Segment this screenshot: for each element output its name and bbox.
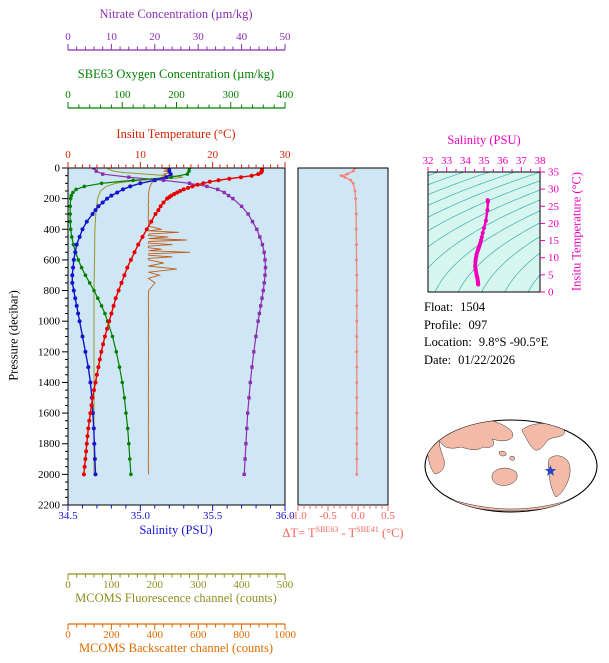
svg-text:10: 10 <box>135 149 147 161</box>
svg-text:10: 10 <box>548 252 560 264</box>
svg-text:800: 800 <box>233 629 250 641</box>
ts-curve <box>473 198 490 287</box>
svg-text:2000: 2000 <box>38 469 61 481</box>
svg-text:1600: 1600 <box>38 408 61 420</box>
isopycnal-contours <box>428 172 540 292</box>
map-landmass <box>498 450 507 457</box>
delta-t-series <box>339 168 359 476</box>
svg-text:600: 600 <box>44 254 61 266</box>
svg-text:5: 5 <box>548 269 554 281</box>
svg-text:0: 0 <box>65 579 71 591</box>
svg-text:0: 0 <box>65 31 71 43</box>
float-info-row: Date: 01/22/2026 <box>424 353 548 368</box>
svg-text:600: 600 <box>190 629 207 641</box>
location-value: 9.8°S -90.5°E <box>478 335 549 349</box>
float-info-row: Location: 9.8°S -90.5°E <box>424 335 548 350</box>
svg-text:300: 300 <box>223 89 240 101</box>
location-label: Location: <box>424 335 472 349</box>
backscatter-curve <box>147 168 191 475</box>
svg-text:36: 36 <box>497 155 509 167</box>
svg-text:200: 200 <box>168 89 185 101</box>
svg-text:35.0: 35.0 <box>131 510 151 522</box>
svg-text:38: 38 <box>535 155 547 167</box>
svg-text:800: 800 <box>44 285 61 297</box>
svg-text:20: 20 <box>548 218 560 230</box>
delta-t-plot-area <box>298 168 388 505</box>
svg-text:400: 400 <box>44 224 61 236</box>
float-info-row: Float: 1504 <box>424 300 548 315</box>
float-location-star <box>544 465 557 476</box>
svg-text:30: 30 <box>280 149 292 161</box>
profile-label: Profile: <box>424 317 462 332</box>
float-info: Float: 1504 Profile: 097 Location: 9.8°S -9… <box>424 300 548 370</box>
svg-text:33: 33 <box>441 155 453 167</box>
svg-text:0.5: 0.5 <box>381 510 395 522</box>
svg-text:0: 0 <box>548 287 554 299</box>
svg-text:25: 25 <box>548 201 560 213</box>
svg-text:1000: 1000 <box>38 316 61 328</box>
svg-text:100: 100 <box>103 579 120 591</box>
svg-text:37: 37 <box>516 155 528 167</box>
date-label: Date: <box>424 352 452 367</box>
svg-text:400: 400 <box>277 89 294 101</box>
profile-plot-area <box>68 168 285 505</box>
svg-text:10: 10 <box>106 31 118 43</box>
svg-text:300: 300 <box>190 579 207 591</box>
svg-text:0: 0 <box>65 629 71 641</box>
svg-text:32: 32 <box>423 155 434 167</box>
svg-text:20: 20 <box>149 31 161 43</box>
svg-text:15: 15 <box>548 235 560 247</box>
fluorescence-curve <box>93 168 184 475</box>
svg-text:400: 400 <box>233 579 250 591</box>
profile-series <box>68 168 268 477</box>
svg-text:35: 35 <box>548 167 560 179</box>
map-landmass <box>491 467 518 486</box>
map-landmass <box>560 420 573 429</box>
date-value: 01/22/2026 <box>458 352 516 367</box>
svg-text:30: 30 <box>193 31 205 43</box>
svg-text:35: 35 <box>479 155 491 167</box>
svg-text:1000: 1000 <box>274 629 297 641</box>
svg-text:1200: 1200 <box>38 346 61 358</box>
svg-text:2200: 2200 <box>38 500 61 512</box>
svg-text:0: 0 <box>55 163 61 175</box>
profile-value: 097 <box>468 317 488 332</box>
svg-text:-1.0: -1.0 <box>289 510 307 522</box>
svg-text:34: 34 <box>460 155 472 167</box>
svg-text:200: 200 <box>147 579 164 591</box>
float-info-row: Profile: 097 <box>424 318 548 333</box>
svg-text:200: 200 <box>44 193 61 205</box>
float-label: Float: <box>424 300 454 314</box>
svg-text:500: 500 <box>277 579 294 591</box>
svg-text:36.0: 36.0 <box>275 510 295 522</box>
float-value: 1504 <box>460 300 486 314</box>
svg-text:35.5: 35.5 <box>203 510 223 522</box>
map-landmass <box>509 455 515 461</box>
svg-text:1400: 1400 <box>38 377 61 389</box>
svg-text:0: 0 <box>65 89 71 101</box>
svg-text:20: 20 <box>207 149 219 161</box>
svg-text:0: 0 <box>65 149 71 161</box>
svg-text:30: 30 <box>548 184 560 196</box>
svg-text:-0.5: -0.5 <box>319 510 337 522</box>
svg-text:400: 400 <box>147 629 164 641</box>
world-map <box>424 419 598 513</box>
svg-text:1800: 1800 <box>38 438 61 450</box>
svg-text:34.5: 34.5 <box>58 510 78 522</box>
svg-text:50: 50 <box>280 31 292 43</box>
svg-text:0.0: 0.0 <box>351 510 365 522</box>
svg-text:40: 40 <box>236 31 248 43</box>
svg-text:100: 100 <box>114 89 131 101</box>
svg-text:200: 200 <box>103 629 120 641</box>
